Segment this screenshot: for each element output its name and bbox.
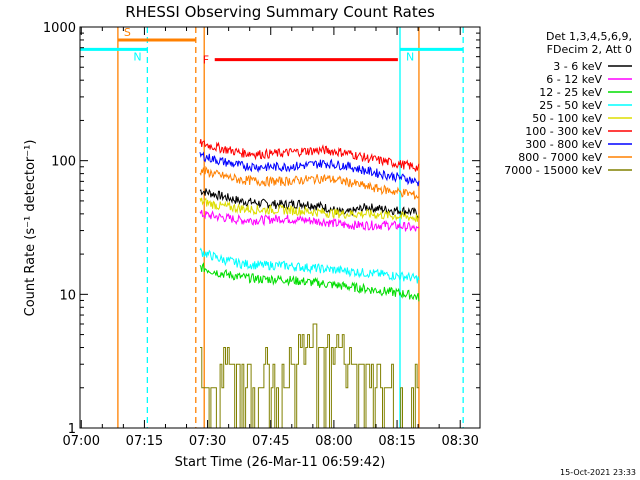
x-tick-label: 07:45 — [252, 434, 289, 449]
legend-entry-label: 6 - 12 keV — [546, 73, 602, 86]
x-tick-label: 08:15 — [378, 434, 415, 449]
y-tick-label: 100 — [51, 155, 76, 170]
y-tick-label: 1 — [68, 422, 76, 437]
legend: Det 1,3,4,5,6,9,FDecim 2, Att 0 3 - 6 keV… — [504, 30, 632, 177]
legend-entry-label: 12 - 25 keV — [539, 86, 602, 99]
legend-entry-label: 50 - 100 keV — [532, 112, 602, 125]
y-tick-label: 10 — [59, 288, 76, 303]
axes: 1 10 100 1000 07:00 07:15 07:30 07:45 08:00 08:15… — [43, 21, 480, 449]
series-line-4 — [199, 197, 420, 223]
flag-label-n: N — [406, 50, 414, 63]
plot-frame — [79, 26, 481, 429]
x-tick-label: 07:30 — [189, 434, 226, 449]
legend-entry-label: 100 - 300 keV — [525, 125, 602, 138]
legend-entry-label: 3 - 6 keV — [553, 60, 602, 73]
series-line-6 — [199, 151, 420, 187]
footer-timestamp: 15-Oct-2021 23:33 — [560, 468, 636, 477]
series-line-5 — [199, 139, 420, 172]
series-line-3 — [199, 247, 420, 284]
y-tick-label: 1000 — [43, 21, 76, 36]
plot-area: SN NF — [80, 26, 464, 429]
legend-entry-label: 7000 - 15000 keV — [504, 164, 602, 177]
legend-header-line: Det 1,3,4,5,6,9, — [546, 30, 632, 43]
x-tick-label: 08:30 — [441, 434, 478, 449]
x-tick-label: 08:00 — [315, 434, 352, 449]
legend-header-line: FDecim 2, Att 0 — [547, 43, 632, 56]
legend-entry-label: 300 - 800 keV — [525, 138, 602, 151]
x-tick-label: 07:15 — [126, 434, 163, 449]
series-line-2 — [199, 261, 420, 302]
legend-entry-label: 800 - 7000 keV — [518, 151, 602, 164]
series-line-1 — [199, 209, 420, 232]
chart-title: RHESSI Observing Summary Count Rates — [125, 3, 435, 21]
series-line-7 — [199, 165, 420, 200]
legend-entry-label: 25 - 50 keV — [539, 99, 602, 112]
flag-label-n: N — [133, 50, 141, 63]
flag-label-s: S — [124, 26, 131, 39]
y-axis-label: Count Rate (s⁻¹ detector⁻¹) — [23, 140, 38, 317]
series-line-0 — [199, 188, 420, 219]
x-tick-label: 07:00 — [63, 434, 100, 449]
x-axis-label: Start Time (26-Mar-11 06:59:42) — [175, 455, 386, 470]
flag-label-f: F — [203, 54, 209, 67]
series-line-8 — [200, 323, 419, 429]
